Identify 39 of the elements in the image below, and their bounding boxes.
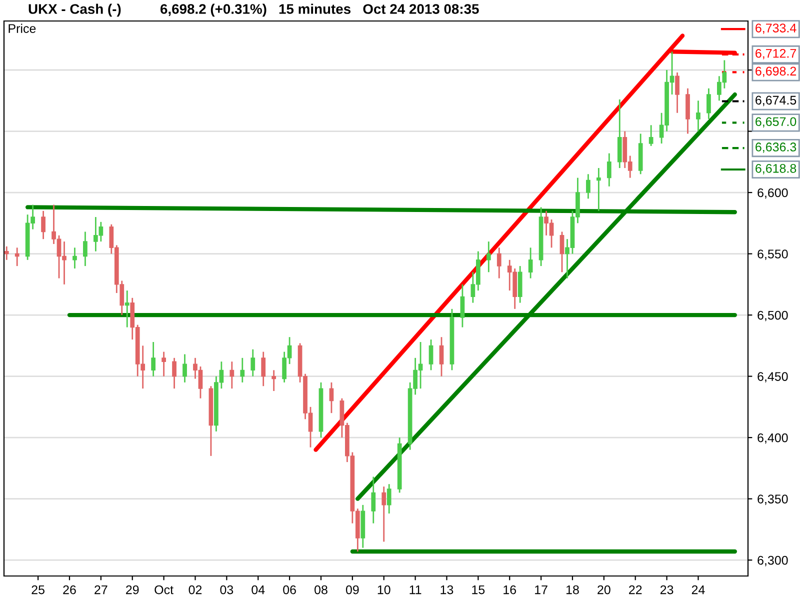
ref-line-label: 6,657.0 (756, 117, 796, 128)
x-tick-label: Oct (154, 585, 174, 594)
x-tick-label: 15 (472, 585, 485, 594)
ref-line-label: 6,636.3 (756, 142, 796, 153)
x-tick-label: 25 (32, 585, 44, 594)
chart-title: UKX - Cash (-) (28, 4, 121, 17)
x-tick-label: 26 (63, 585, 76, 594)
x-tick-label: 13 (440, 585, 454, 594)
x-tick-label: 11 (410, 585, 422, 594)
y-tick-label: 6,550 (758, 250, 788, 260)
y-tick-label: 6,300 (758, 556, 788, 566)
x-tick-label: 23 (660, 585, 674, 594)
ref-line-label: 6,698.2 (756, 66, 796, 78)
ref-line-label: 6,618.8 (756, 164, 796, 174)
ref-line-label: 6,712.7 (756, 48, 796, 60)
x-tick-label: 24 (692, 585, 705, 594)
x-tick-label: 22 (629, 585, 642, 594)
y-tick-label: 6,600 (758, 188, 788, 199)
ref-line-label: 6,674.5 (756, 96, 796, 106)
y-tick-label: 6,450 (758, 372, 788, 382)
x-tick-label: 29 (126, 585, 139, 594)
x-tick-label: 02 (188, 585, 202, 594)
x-tick-label: 08 (314, 585, 328, 594)
x-tick-label: 27 (94, 585, 108, 594)
x-tick-label: 16 (504, 585, 516, 594)
x-tick-label: 04 (252, 585, 265, 594)
x-tick-label: 17 (535, 585, 548, 594)
y-axis-title: Price (8, 24, 36, 33)
y-tick-label: 6,500 (758, 310, 788, 322)
x-tick-label: 18 (566, 585, 579, 594)
y-tick-label: 6,400 (758, 433, 788, 444)
chart-subtitle: 6,698.2 (+0.31%) 15 minutes Oct 24 2013 08:35 (160, 4, 479, 17)
ref-line-label: 6,733.4 (756, 24, 796, 34)
x-tick-label: 03 (220, 585, 234, 594)
x-tick-label: 10 (378, 585, 390, 594)
x-tick-label: 20 (598, 585, 610, 594)
x-tick-label: 06 (283, 585, 296, 594)
x-tick-label: 09 (346, 585, 359, 594)
y-tick-label: 6,350 (758, 494, 788, 505)
